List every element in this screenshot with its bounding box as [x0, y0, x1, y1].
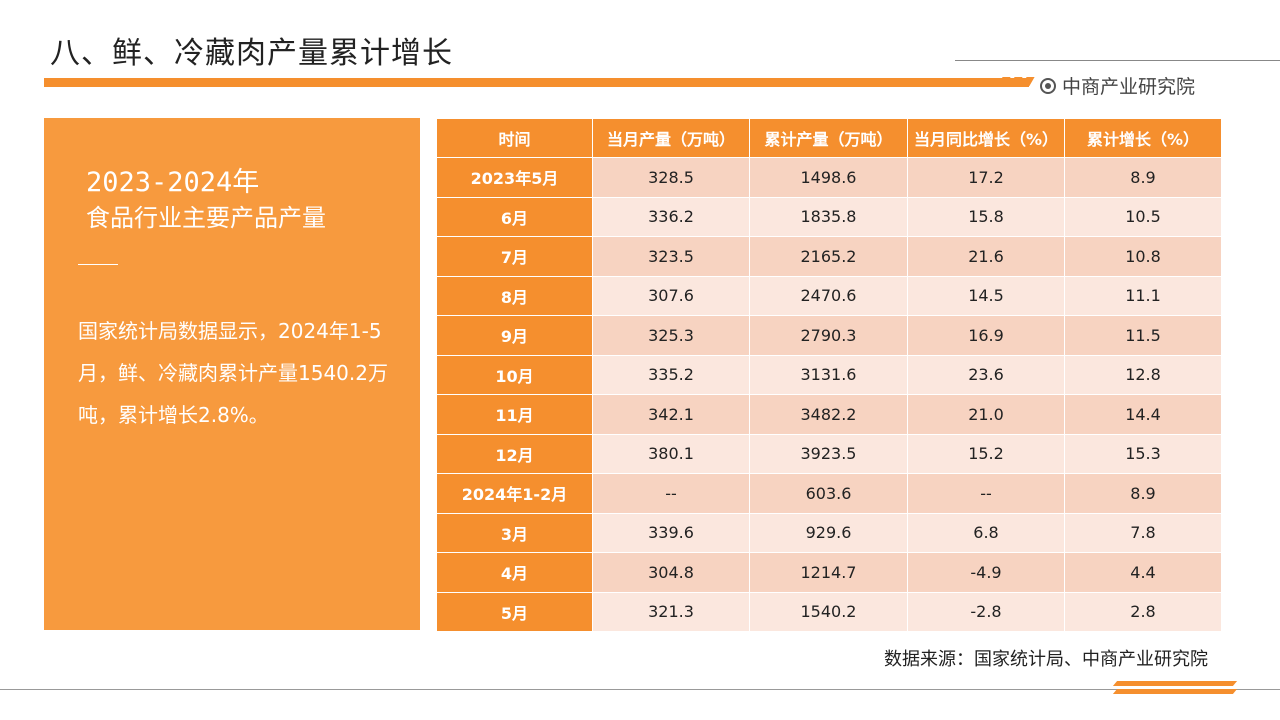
- table-cell-time: 10月: [436, 354, 593, 395]
- table-cell: 1498.6: [749, 157, 908, 198]
- table-row: 5月 321.3 1540.2 -2.8 2.8: [436, 591, 1222, 632]
- table-cell: 3131.6: [749, 354, 908, 395]
- page-title: 八、鲜、冷藏肉产量累计增长: [50, 36, 453, 71]
- table-cell: 2470.6: [749, 275, 908, 316]
- footer-line: [0, 689, 1280, 690]
- table-cell: 307.6: [592, 275, 750, 316]
- table-cell: 603.6: [749, 473, 908, 514]
- table-cell: -4.9: [907, 552, 1065, 593]
- table-cell: 1540.2: [749, 591, 908, 632]
- table-row: 9月 325.3 2790.3 16.9 11.5: [436, 315, 1222, 356]
- table-cell: 8.9: [1064, 157, 1222, 198]
- table-cell: 10.5: [1064, 196, 1222, 237]
- table-cell: 3923.5: [749, 433, 908, 474]
- table-cell: 328.5: [592, 157, 750, 198]
- table-cell-time: 8月: [436, 275, 593, 316]
- title-underline-bar: [44, 78, 1029, 87]
- title-stripes-decoration: [997, 77, 1035, 86]
- production-table: 时间 当月产量（万吨） 累计产量（万吨） 当月同比增长（%） 累计增长（%） 2…: [436, 118, 1222, 632]
- table-cell: 1835.8: [749, 196, 908, 237]
- table-row: 10月 335.2 3131.6 23.6 12.8: [436, 354, 1222, 395]
- table-cell: 6.8: [907, 512, 1065, 553]
- table-cell: 7.8: [1064, 512, 1222, 553]
- table-row: 8月 307.6 2470.6 14.5 11.1: [436, 275, 1222, 316]
- summary-divider: [78, 264, 118, 265]
- table-cell-time: 11月: [436, 394, 593, 435]
- header-time: 时间: [436, 118, 593, 158]
- data-source: 数据来源：国家统计局、中商产业研究院: [884, 649, 1208, 670]
- brand-logo-icon: [1040, 77, 1056, 94]
- table-cell: 2790.3: [749, 315, 908, 356]
- table-cell: 380.1: [592, 433, 750, 474]
- table-cell: 14.5: [907, 275, 1065, 316]
- table-cell-time: 5月: [436, 591, 593, 632]
- footer-stripes-decoration: [1112, 681, 1238, 694]
- table-cell-time: 7月: [436, 236, 593, 277]
- table-row: 3月 339.6 929.6 6.8 7.8: [436, 512, 1222, 553]
- table-cell: 342.1: [592, 394, 750, 435]
- table-cell: 929.6: [749, 512, 908, 553]
- header-cumulative-growth: 累计增长（%）: [1064, 118, 1222, 158]
- brand: 中商产业研究院: [1040, 72, 1195, 99]
- table-header-row: 时间 当月产量（万吨） 累计产量（万吨） 当月同比增长（%） 累计增长（%）: [436, 118, 1222, 158]
- summary-year-range: 2023-2024年: [86, 167, 260, 198]
- table-row: 12月 380.1 3923.5 15.2 15.3: [436, 433, 1222, 474]
- table-cell: 11.1: [1064, 275, 1222, 316]
- table-cell: 336.2: [592, 196, 750, 237]
- brand-name: 中商产业研究院: [1062, 76, 1196, 98]
- summary-panel: 2023-2024年 食品行业主要产品产量 国家统计局数据显示，2024年1-5…: [44, 118, 420, 630]
- summary-subtitle: 食品行业主要产品产量: [86, 204, 326, 232]
- header-monthly-output: 当月产量（万吨）: [592, 118, 750, 158]
- table-cell: 15.8: [907, 196, 1065, 237]
- table-cell: 304.8: [592, 552, 750, 593]
- table-cell: 339.6: [592, 512, 750, 553]
- table-row: 4月 304.8 1214.7 -4.9 4.4: [436, 552, 1222, 593]
- table-cell: 15.3: [1064, 433, 1222, 474]
- table-cell: 21.0: [907, 394, 1065, 435]
- table-cell: 21.6: [907, 236, 1065, 277]
- table-cell-time: 2023年5月: [436, 157, 593, 198]
- title-divider-line: [955, 60, 1280, 61]
- table-cell: --: [907, 473, 1065, 514]
- header-cumulative-output: 累计产量（万吨）: [749, 118, 908, 158]
- table-row: 7月 323.5 2165.2 21.6 10.8: [436, 236, 1222, 277]
- table-cell: 325.3: [592, 315, 750, 356]
- table-cell: 2165.2: [749, 236, 908, 277]
- table-cell: 335.2: [592, 354, 750, 395]
- table-cell: -2.8: [907, 591, 1065, 632]
- header-monthly-yoy: 当月同比增长（%）: [907, 118, 1065, 158]
- table-row: 6月 336.2 1835.8 15.8 10.5: [436, 196, 1222, 237]
- table-cell: 323.5: [592, 236, 750, 277]
- summary-body: 国家统计局数据显示，2024年1-5月，鲜、冷藏肉累计产量1540.2万吨，累计…: [78, 319, 388, 427]
- table-cell: 17.2: [907, 157, 1065, 198]
- table-cell: 14.4: [1064, 394, 1222, 435]
- table-cell: 12.8: [1064, 354, 1222, 395]
- table-cell-time: 4月: [436, 552, 593, 593]
- table-cell: 11.5: [1064, 315, 1222, 356]
- table-cell: 15.2: [907, 433, 1065, 474]
- table-cell: 10.8: [1064, 236, 1222, 277]
- table-cell: 16.9: [907, 315, 1065, 356]
- table-row: 2023年5月 328.5 1498.6 17.2 8.9: [436, 157, 1222, 198]
- table-row: 11月 342.1 3482.2 21.0 14.4: [436, 394, 1222, 435]
- table-cell: 321.3: [592, 591, 750, 632]
- table-cell-time: 12月: [436, 433, 593, 474]
- table-cell: 4.4: [1064, 552, 1222, 593]
- table-cell-time: 3月: [436, 512, 593, 553]
- table-cell-time: 6月: [436, 196, 593, 237]
- table-cell-time: 9月: [436, 315, 593, 356]
- table-cell: 23.6: [907, 354, 1065, 395]
- table-cell: 2.8: [1064, 591, 1222, 632]
- table-cell: --: [592, 473, 750, 514]
- table-cell: 8.9: [1064, 473, 1222, 514]
- table-cell-time: 2024年1-2月: [436, 473, 593, 514]
- table-row: 2024年1-2月 -- 603.6 -- 8.9: [436, 473, 1222, 514]
- table-cell: 1214.7: [749, 552, 908, 593]
- table-cell: 3482.2: [749, 394, 908, 435]
